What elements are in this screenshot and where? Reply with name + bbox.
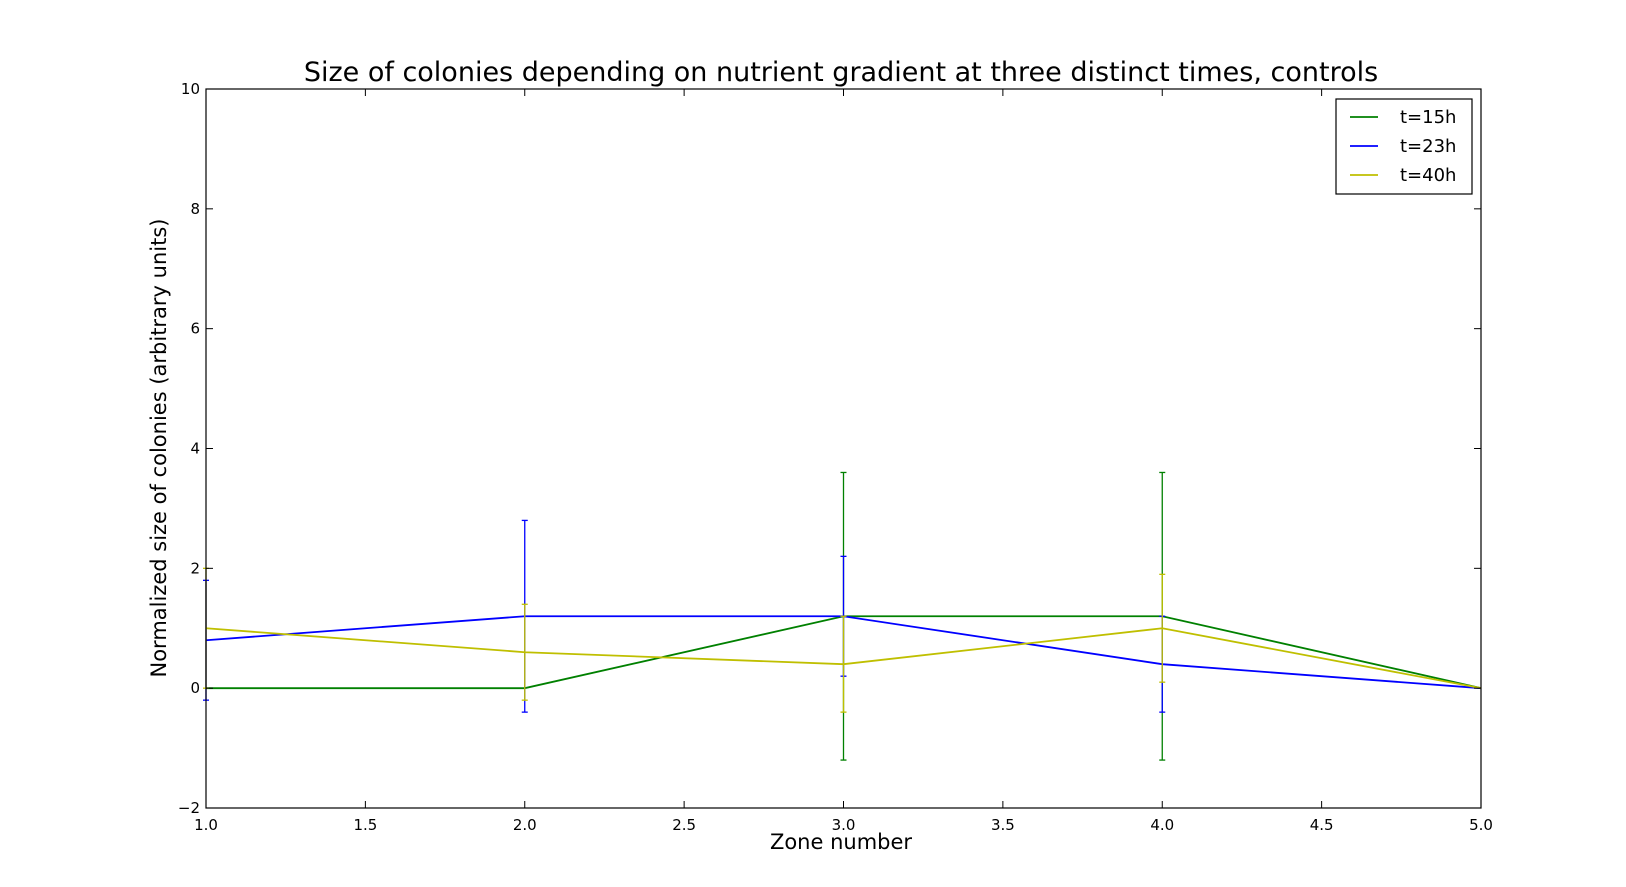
legend-label: t=15h — [1400, 107, 1456, 128]
series-line — [205, 627, 1482, 690]
legend-label: t=23h — [1400, 136, 1456, 157]
y-tick-label: 6 — [190, 320, 200, 338]
legend-label: t=40h — [1400, 165, 1456, 186]
y-tick-label: 0 — [190, 679, 200, 697]
x-tick-label: 2.0 — [513, 816, 537, 834]
chart-title: Size of colonies depending on nutrient g… — [304, 57, 1378, 88]
x-tick-label: 1.0 — [194, 816, 218, 834]
x-tick-label: 4.0 — [1150, 816, 1174, 834]
y-tick-label: 2 — [190, 559, 200, 577]
x-axis-label: Zone number — [770, 830, 912, 854]
series-2 — [203, 567, 1482, 713]
x-tick-label: 5.0 — [1469, 816, 1493, 834]
x-tick-label: 3.5 — [991, 816, 1015, 834]
plot-area: 1.0 1.5 2.0 2.5 3.0 3.5 4.0 4.5 5.0 −2 0 2 4 6 8 10 — [178, 80, 1493, 834]
x-tick-label: 1.5 — [353, 816, 377, 834]
y-tick-label: 10 — [181, 80, 200, 98]
legend: t=15h t=23h t=40h — [1335, 98, 1473, 195]
y-axis-label: Normalized size of colonies (arbitrary u… — [147, 219, 171, 678]
x-tick-label: 4.5 — [1310, 816, 1334, 834]
y-tick-label: 8 — [190, 200, 200, 218]
x-tick-label: 3.0 — [832, 816, 856, 834]
y-tick-label: 4 — [190, 440, 200, 458]
x-tick-label: 2.5 — [672, 816, 696, 834]
y-tick-label: −2 — [178, 799, 200, 817]
